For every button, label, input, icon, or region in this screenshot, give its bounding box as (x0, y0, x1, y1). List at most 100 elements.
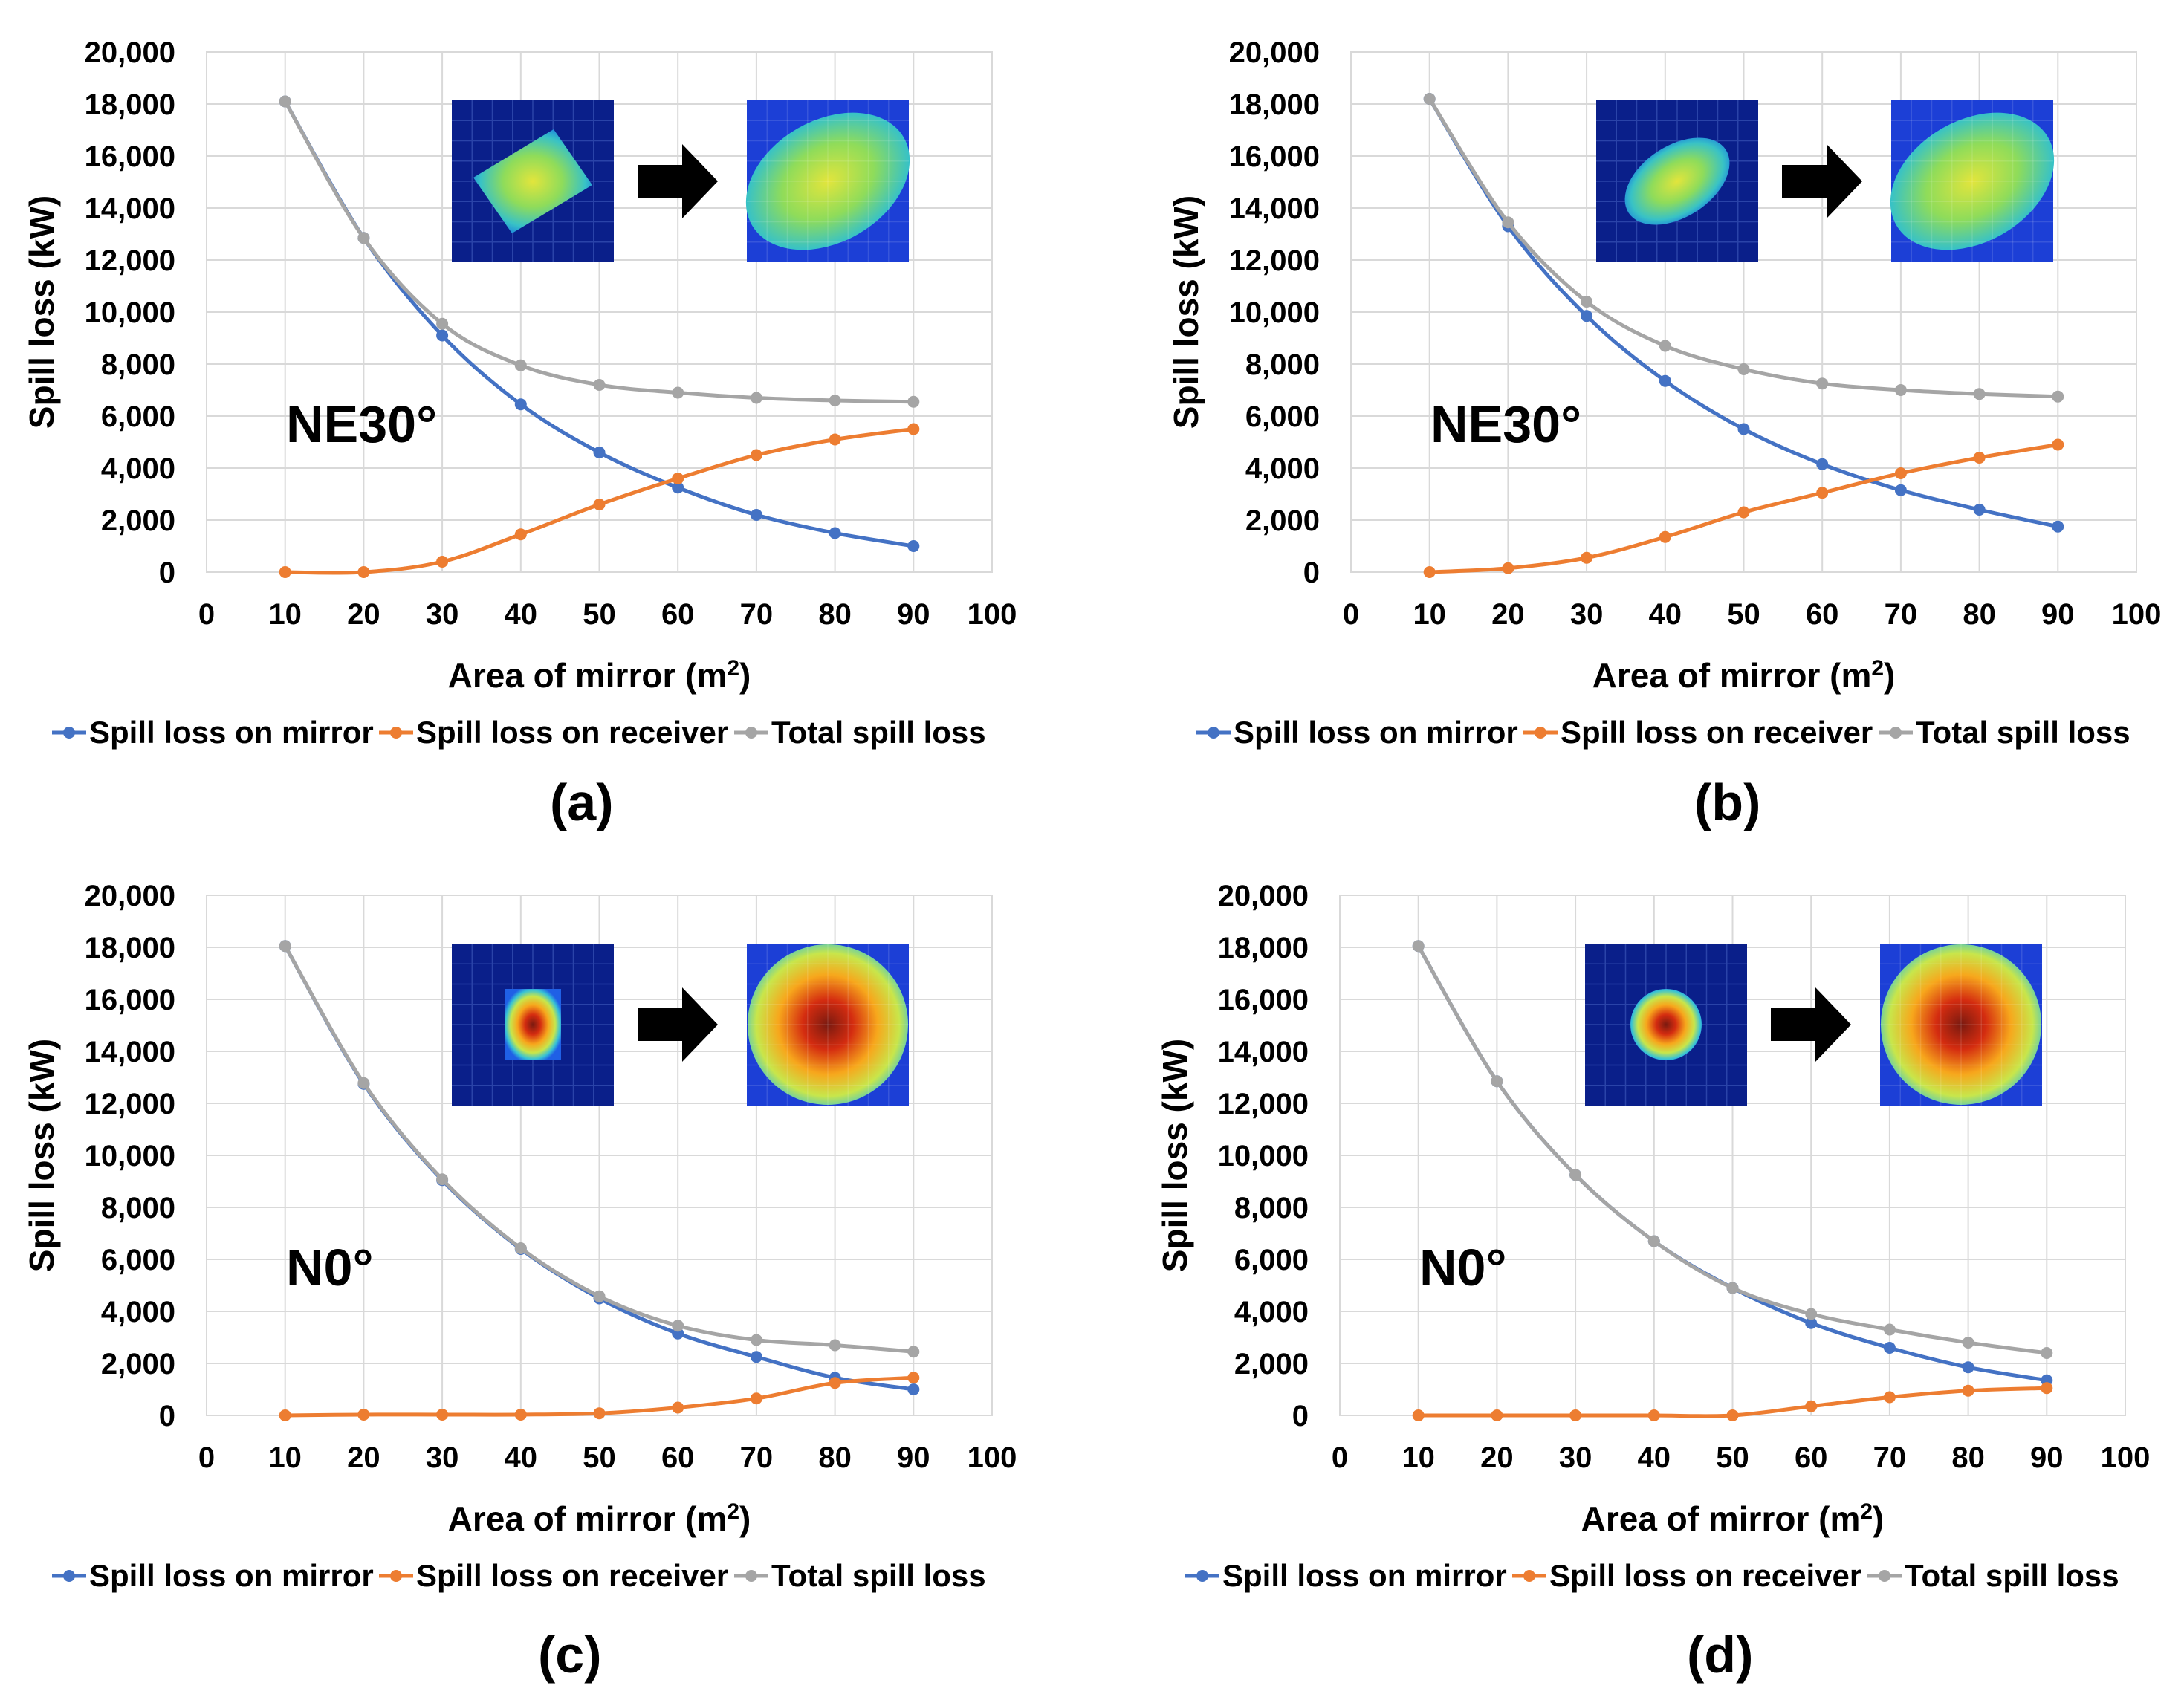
x-tick-label: 90 (2041, 598, 2075, 631)
data-point-receiver (279, 566, 291, 578)
inset-mirror-shape (505, 989, 561, 1060)
data-point-receiver (750, 449, 762, 461)
arrow-icon (638, 987, 718, 1062)
x-tick-label: 10 (268, 598, 302, 631)
data-point-total (1569, 1169, 1582, 1181)
data-point-total (1726, 1282, 1739, 1294)
x-tick-label: 80 (1963, 598, 1996, 631)
data-point-total (514, 359, 527, 371)
y-tick-label: 14,000 (85, 1036, 175, 1068)
data-point-receiver (1737, 506, 1750, 519)
x-tick-label: 70 (740, 1441, 774, 1474)
x-tick-label: 100 (968, 1441, 1017, 1474)
y-tick-label: 4,000 (101, 452, 175, 485)
data-point-receiver (672, 473, 684, 484)
series-line-mirror (1428, 97, 2058, 529)
x-tick-label: 40 (505, 1441, 538, 1474)
data-point-receiver (1973, 452, 1986, 464)
data-point-receiver (1581, 551, 1593, 564)
x-tick-label: 40 (1638, 1441, 1671, 1474)
data-point-total (357, 1077, 370, 1089)
inset-receiver-flux (745, 112, 910, 250)
x-axis-title: Area of mirror (m2) (448, 1499, 751, 1539)
y-tick-label: 2,000 (1234, 1348, 1309, 1380)
x-tick-label: 50 (583, 1441, 616, 1474)
x-axis-title-superscript: 2 (1860, 1499, 1873, 1524)
x-axis-title-main: Area of mirror (m (448, 1499, 728, 1538)
data-point-receiver (436, 1408, 449, 1421)
legend-label-receiver: Spill loss on receiver (1561, 715, 1873, 750)
y-tick-label: 8,000 (1234, 1192, 1309, 1224)
data-point-mirror (1659, 374, 1671, 387)
x-axis-title-close: ) (1873, 1499, 1884, 1538)
data-point-receiver (514, 1408, 527, 1421)
data-point-mirror (1883, 1342, 1896, 1354)
y-tick-label: 18,000 (85, 932, 175, 964)
x-tick-label: 0 (1343, 598, 1359, 631)
y-tick-label: 20,000 (85, 880, 175, 912)
orientation-label: N0° (286, 1239, 373, 1297)
data-point-receiver (1659, 530, 1671, 543)
inset-mirror-shape (473, 129, 592, 233)
y-tick-label: 14,000 (1229, 192, 1320, 225)
data-point-receiver (1423, 566, 1436, 578)
y-tick-label: 2,000 (1245, 504, 1320, 537)
y-tick-label: 20,000 (1229, 36, 1320, 69)
y-tick-label: 0 (1292, 1400, 1309, 1432)
x-tick-label: 60 (661, 598, 695, 631)
chart-panel-d: 0 2,000 4,000 6,000 8,000 10,000 12,000 14,000 1… (1133, 843, 2184, 1692)
y-tick-label: 0 (159, 557, 175, 589)
chart-svg-b: 0 2,000 4,000 6,000 8,000 10,000 12,000 14,000 1… (1167, 36, 2161, 750)
y-tick-label: 16,000 (1218, 984, 1309, 1016)
data-point-receiver (1569, 1409, 1582, 1421)
data-point-receiver (907, 423, 920, 435)
data-point-mirror (593, 447, 606, 458)
data-point-mirror (907, 1383, 920, 1395)
x-tick-label: 20 (347, 1441, 380, 1474)
data-point-total (907, 1346, 920, 1358)
x-tick-label: 20 (1491, 598, 1525, 631)
panel-label-d: (d) (1687, 1626, 1754, 1684)
legend-label-total: Total spill loss (771, 715, 986, 750)
x-tick-label: 30 (426, 598, 459, 631)
x-axis-title: Area of mirror (m2) (1581, 1499, 1885, 1539)
data-point-total (672, 1320, 684, 1332)
x-tick-label: 10 (1413, 598, 1446, 631)
y-tick-label: 8,000 (1245, 348, 1320, 381)
x-axis-title-main: Area of mirror (m (1581, 1499, 1861, 1538)
x-tick-label: 80 (818, 1441, 852, 1474)
panel-label-b: (b) (1694, 773, 1761, 831)
y-tick-label: 20,000 (1218, 880, 1309, 912)
y-tick-label: 6,000 (1245, 400, 1320, 433)
y-tick-label: 10,000 (1218, 1140, 1309, 1172)
chart-panel-b: 0 2,000 4,000 6,000 8,000 10,000 12,000 14,000 1… (1144, 0, 2184, 848)
x-tick-label: 70 (1885, 598, 1918, 631)
y-tick-label: 14,000 (1218, 1036, 1309, 1068)
data-point-receiver (1412, 1409, 1425, 1421)
x-tick-label: 70 (1873, 1441, 1907, 1474)
data-point-total (1412, 940, 1425, 953)
y-tick-label: 4,000 (101, 1296, 175, 1328)
x-axis-title-main: Area of mirror (m (1592, 656, 1872, 695)
inset-mirror-shape (1630, 989, 1702, 1060)
y-tick-label: 14,000 (85, 192, 175, 225)
data-point-total (2052, 390, 2064, 403)
data-point-total (279, 940, 291, 953)
x-axis-title-superscript: 2 (1871, 656, 1884, 681)
legend-label-mirror: Spill loss on mirror (89, 715, 374, 750)
data-point-mirror (1737, 423, 1750, 435)
data-point-total (829, 1339, 841, 1352)
data-point-mirror (750, 509, 762, 521)
y-tick-label: 16,000 (1229, 140, 1320, 173)
data-point-total (1581, 296, 1593, 308)
data-point-total (593, 379, 606, 391)
y-tick-label: 16,000 (85, 140, 175, 173)
panel-label-a: (a) (550, 773, 614, 831)
x-tick-label: 30 (1559, 1441, 1592, 1474)
data-point-receiver (1883, 1391, 1896, 1404)
y-tick-label: 12,000 (85, 1088, 175, 1120)
x-axis-title-superscript: 2 (727, 656, 739, 681)
legend-marker-total (1879, 1570, 1890, 1582)
y-axis-title: Spill loss (kW) (22, 195, 61, 429)
x-tick-label: 100 (2101, 1441, 2151, 1474)
